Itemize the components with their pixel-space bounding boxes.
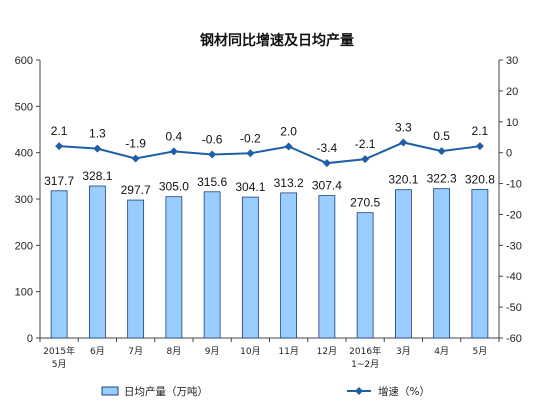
category-label: 9月 (205, 346, 220, 357)
line-data-labels: 2.1 1.3 -1.9 0.4 -0.6 -0.2 2.0 -3.4 -2.1 3.3 0.5 2.… (51, 120, 489, 155)
category-label: 5月 (52, 359, 67, 370)
category-label: 12月 (317, 346, 337, 357)
right-tick-label: 30 (506, 55, 518, 67)
line-point (246, 149, 255, 158)
bar (165, 196, 183, 339)
bar-label: 317.7 (44, 174, 74, 188)
line-point (437, 147, 446, 156)
legend-bar-label: 日均产量（万吨） (124, 385, 208, 398)
bar (433, 188, 451, 339)
bar-label: 320.1 (388, 173, 418, 187)
category-label: 1~2月 (351, 359, 379, 370)
line-point (322, 159, 331, 168)
left-tick-label: 500 (15, 101, 33, 113)
bar-data-labels: 317.7 328.1 297.7 305.0 315.6 304.1 313.2 307.4… (44, 169, 495, 210)
bar (203, 191, 221, 339)
line-point-label: 3.3 (395, 120, 412, 134)
line-point (399, 138, 408, 147)
category-labels: 2015年 5月 6月 7月 8月 9月 10月 11月 12月 2016年 1~2月 3月 4月 5月 (43, 345, 487, 370)
growth-line (59, 141, 481, 165)
line-series (55, 138, 484, 168)
bar-label: 315.6 (197, 175, 227, 189)
category-label: 3月 (396, 346, 411, 357)
legend: 日均产量（万吨） 增速（%） (101, 385, 430, 398)
line-point (284, 142, 293, 151)
category-label: 8月 (167, 346, 182, 357)
category-label: 4月 (434, 346, 449, 357)
left-tick-label: 200 (15, 240, 33, 252)
right-tick-label: -60 (506, 333, 522, 345)
axes: 0 100 200 300 400 500 600 -60 -50 -40 -30 -20 -10 0 10… (15, 55, 522, 345)
legend-line-marker (355, 387, 363, 395)
category-label: 2016年 (349, 345, 381, 357)
bar-label: 304.1 (235, 180, 265, 194)
bar-series (50, 185, 489, 339)
bar (50, 190, 68, 339)
bar (280, 192, 298, 339)
bar-label: 307.4 (312, 179, 342, 193)
left-tick-label: 400 (15, 148, 33, 160)
right-tick-label: -40 (506, 271, 522, 283)
bar (127, 199, 145, 339)
category-label: 6月 (90, 346, 105, 357)
line-point (361, 155, 370, 164)
bar-label: 322.3 (427, 172, 457, 186)
line-point-label: -1.9 (125, 137, 146, 151)
category-label: 11月 (278, 346, 298, 357)
line-point (208, 150, 217, 159)
right-tick-label: 20 (506, 86, 518, 98)
bar (394, 189, 412, 339)
line-point-label: 0.4 (166, 129, 183, 143)
right-tick-label: 0 (506, 148, 512, 160)
line-point-label: -0.2 (240, 131, 261, 145)
right-tick-label: -50 (506, 302, 522, 314)
right-tick-label: -10 (506, 179, 522, 191)
line-point (169, 147, 178, 156)
chart-title: 钢材同比增速及日均产量 (200, 32, 354, 49)
line-point-label: 2.1 (472, 124, 489, 138)
line-point-label: 2.0 (280, 124, 297, 138)
bar (241, 196, 259, 339)
left-tick-label: 300 (15, 194, 33, 206)
category-label: 2015年 (43, 345, 75, 357)
bar-label: 313.2 (274, 176, 304, 190)
line-point-label: 0.5 (433, 129, 450, 143)
right-tick-label: -30 (506, 240, 522, 252)
left-tick-label: 600 (15, 55, 33, 67)
legend-line-label: 增速（%） (378, 385, 430, 398)
line-point (131, 154, 140, 163)
bar-label: 328.1 (82, 169, 112, 183)
right-tick-label: -20 (506, 209, 522, 221)
bar-label: 270.5 (350, 196, 380, 210)
line-point (55, 142, 64, 151)
line-point (475, 142, 484, 151)
legend-bar-swatch (101, 386, 119, 396)
line-point-label: -0.6 (202, 133, 223, 147)
bar-label: 297.7 (121, 183, 151, 197)
bar (356, 212, 374, 339)
line-point-label: 1.3 (89, 127, 106, 141)
left-tick-label: 0 (27, 333, 33, 345)
bar (471, 188, 489, 339)
line-point-label: -2.1 (355, 137, 376, 151)
line-point (93, 144, 102, 153)
line-point-label: 2.1 (51, 124, 68, 138)
category-label: 5月 (473, 346, 488, 357)
bar (318, 195, 336, 339)
category-label: 7月 (128, 346, 143, 357)
right-tick-label: 10 (506, 117, 518, 129)
line-point-label: -3.4 (317, 141, 338, 155)
left-tick-label: 100 (15, 287, 33, 299)
bar (88, 185, 106, 339)
bar-label: 320.8 (465, 172, 495, 186)
category-label: 10月 (240, 346, 260, 357)
bar-label: 305.0 (159, 180, 189, 194)
